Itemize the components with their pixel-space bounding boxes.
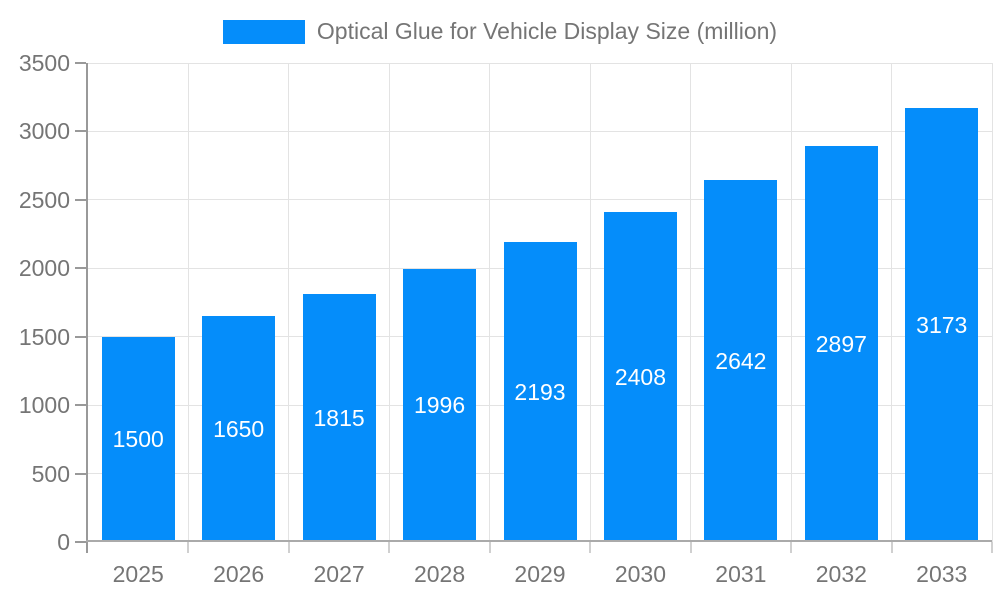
x-gridline — [790, 63, 792, 542]
y-axis-tick — [75, 198, 86, 201]
bar-value-label: 2642 — [715, 348, 767, 375]
bar-value-label: 1650 — [213, 416, 265, 443]
bar-value-label: 1815 — [313, 404, 365, 431]
bar-2029 — [503, 241, 577, 542]
x-axis-tick — [890, 542, 893, 553]
y-axis-label: 0 — [57, 529, 70, 555]
y-axis-label: 1000 — [18, 392, 70, 419]
x-axis-label: 2032 — [815, 561, 867, 587]
bar-2026 — [202, 316, 276, 542]
x-axis-tick — [388, 542, 391, 553]
x-axis-tick — [689, 542, 692, 553]
y-axis-label: 2500 — [18, 186, 70, 213]
legend-label: Optical Glue for Vehicle Display Size (m… — [316, 18, 778, 44]
y-axis-tick — [75, 541, 86, 543]
bar-2033 — [905, 107, 979, 542]
bar-value-label: 1500 — [112, 426, 164, 453]
y-axis-tick — [75, 62, 86, 64]
bar-2032 — [804, 145, 878, 542]
y-axis-label: 500 — [31, 460, 70, 487]
legend-swatch — [222, 19, 305, 44]
bar-value-label: 3173 — [916, 311, 968, 338]
legend[interactable]: Optical Glue for Vehicle Display Size (m… — [0, 18, 1000, 45]
x-axis-label: 2026 — [213, 561, 265, 587]
x-axis-label: 2030 — [614, 561, 667, 587]
bar-2025 — [101, 336, 175, 542]
bar-value-label: 1996 — [413, 392, 466, 419]
x-axis-tick — [589, 542, 592, 553]
x-gridline — [891, 63, 893, 542]
x-axis-label: 2029 — [514, 561, 566, 587]
x-axis-tick — [991, 542, 993, 553]
y-axis-label: 1500 — [18, 323, 70, 350]
y-axis-tick — [75, 130, 86, 133]
y-axis-tick — [75, 335, 86, 338]
y-axis-label: 3500 — [18, 50, 70, 76]
x-axis-tick — [488, 542, 491, 553]
y-gridline — [88, 130, 992, 132]
x-gridline — [388, 63, 390, 542]
y-axis-label: 3000 — [18, 118, 70, 145]
bar-2031 — [704, 180, 778, 542]
x-gridline — [288, 63, 290, 542]
bar-2030 — [603, 212, 677, 542]
y-axis-tick — [75, 267, 86, 270]
y-axis-tick — [75, 472, 86, 475]
x-axis-label: 2031 — [715, 561, 767, 587]
y-axis-line — [86, 63, 88, 553]
x-gridline — [690, 63, 692, 542]
x-axis-label: 2028 — [413, 561, 466, 587]
x-axis-label: 2025 — [112, 561, 164, 587]
x-axis-tick — [287, 542, 290, 553]
bar-value-label: 2408 — [614, 364, 667, 391]
y-axis-label: 2000 — [18, 255, 70, 282]
x-axis-line — [86, 540, 992, 542]
x-axis-tick — [187, 542, 190, 553]
x-gridline — [991, 63, 993, 542]
plot-area: 1500 1650 1815 1996 2193 2408 2642 2897 3173 — [86, 62, 993, 553]
y-gridline — [88, 199, 992, 201]
x-gridline — [489, 63, 491, 542]
y-gridline — [88, 62, 992, 64]
bar-2028 — [403, 268, 477, 542]
x-axis-label: 2027 — [313, 561, 365, 587]
bar-value-label: 2193 — [514, 378, 566, 405]
x-gridline — [589, 63, 591, 542]
x-axis-label: 2033 — [916, 561, 968, 587]
x-axis-tick — [790, 542, 793, 553]
y-axis-tick — [75, 404, 86, 407]
bar-2027 — [302, 293, 376, 542]
x-gridline — [187, 63, 189, 542]
bar-value-label: 2897 — [815, 330, 867, 357]
